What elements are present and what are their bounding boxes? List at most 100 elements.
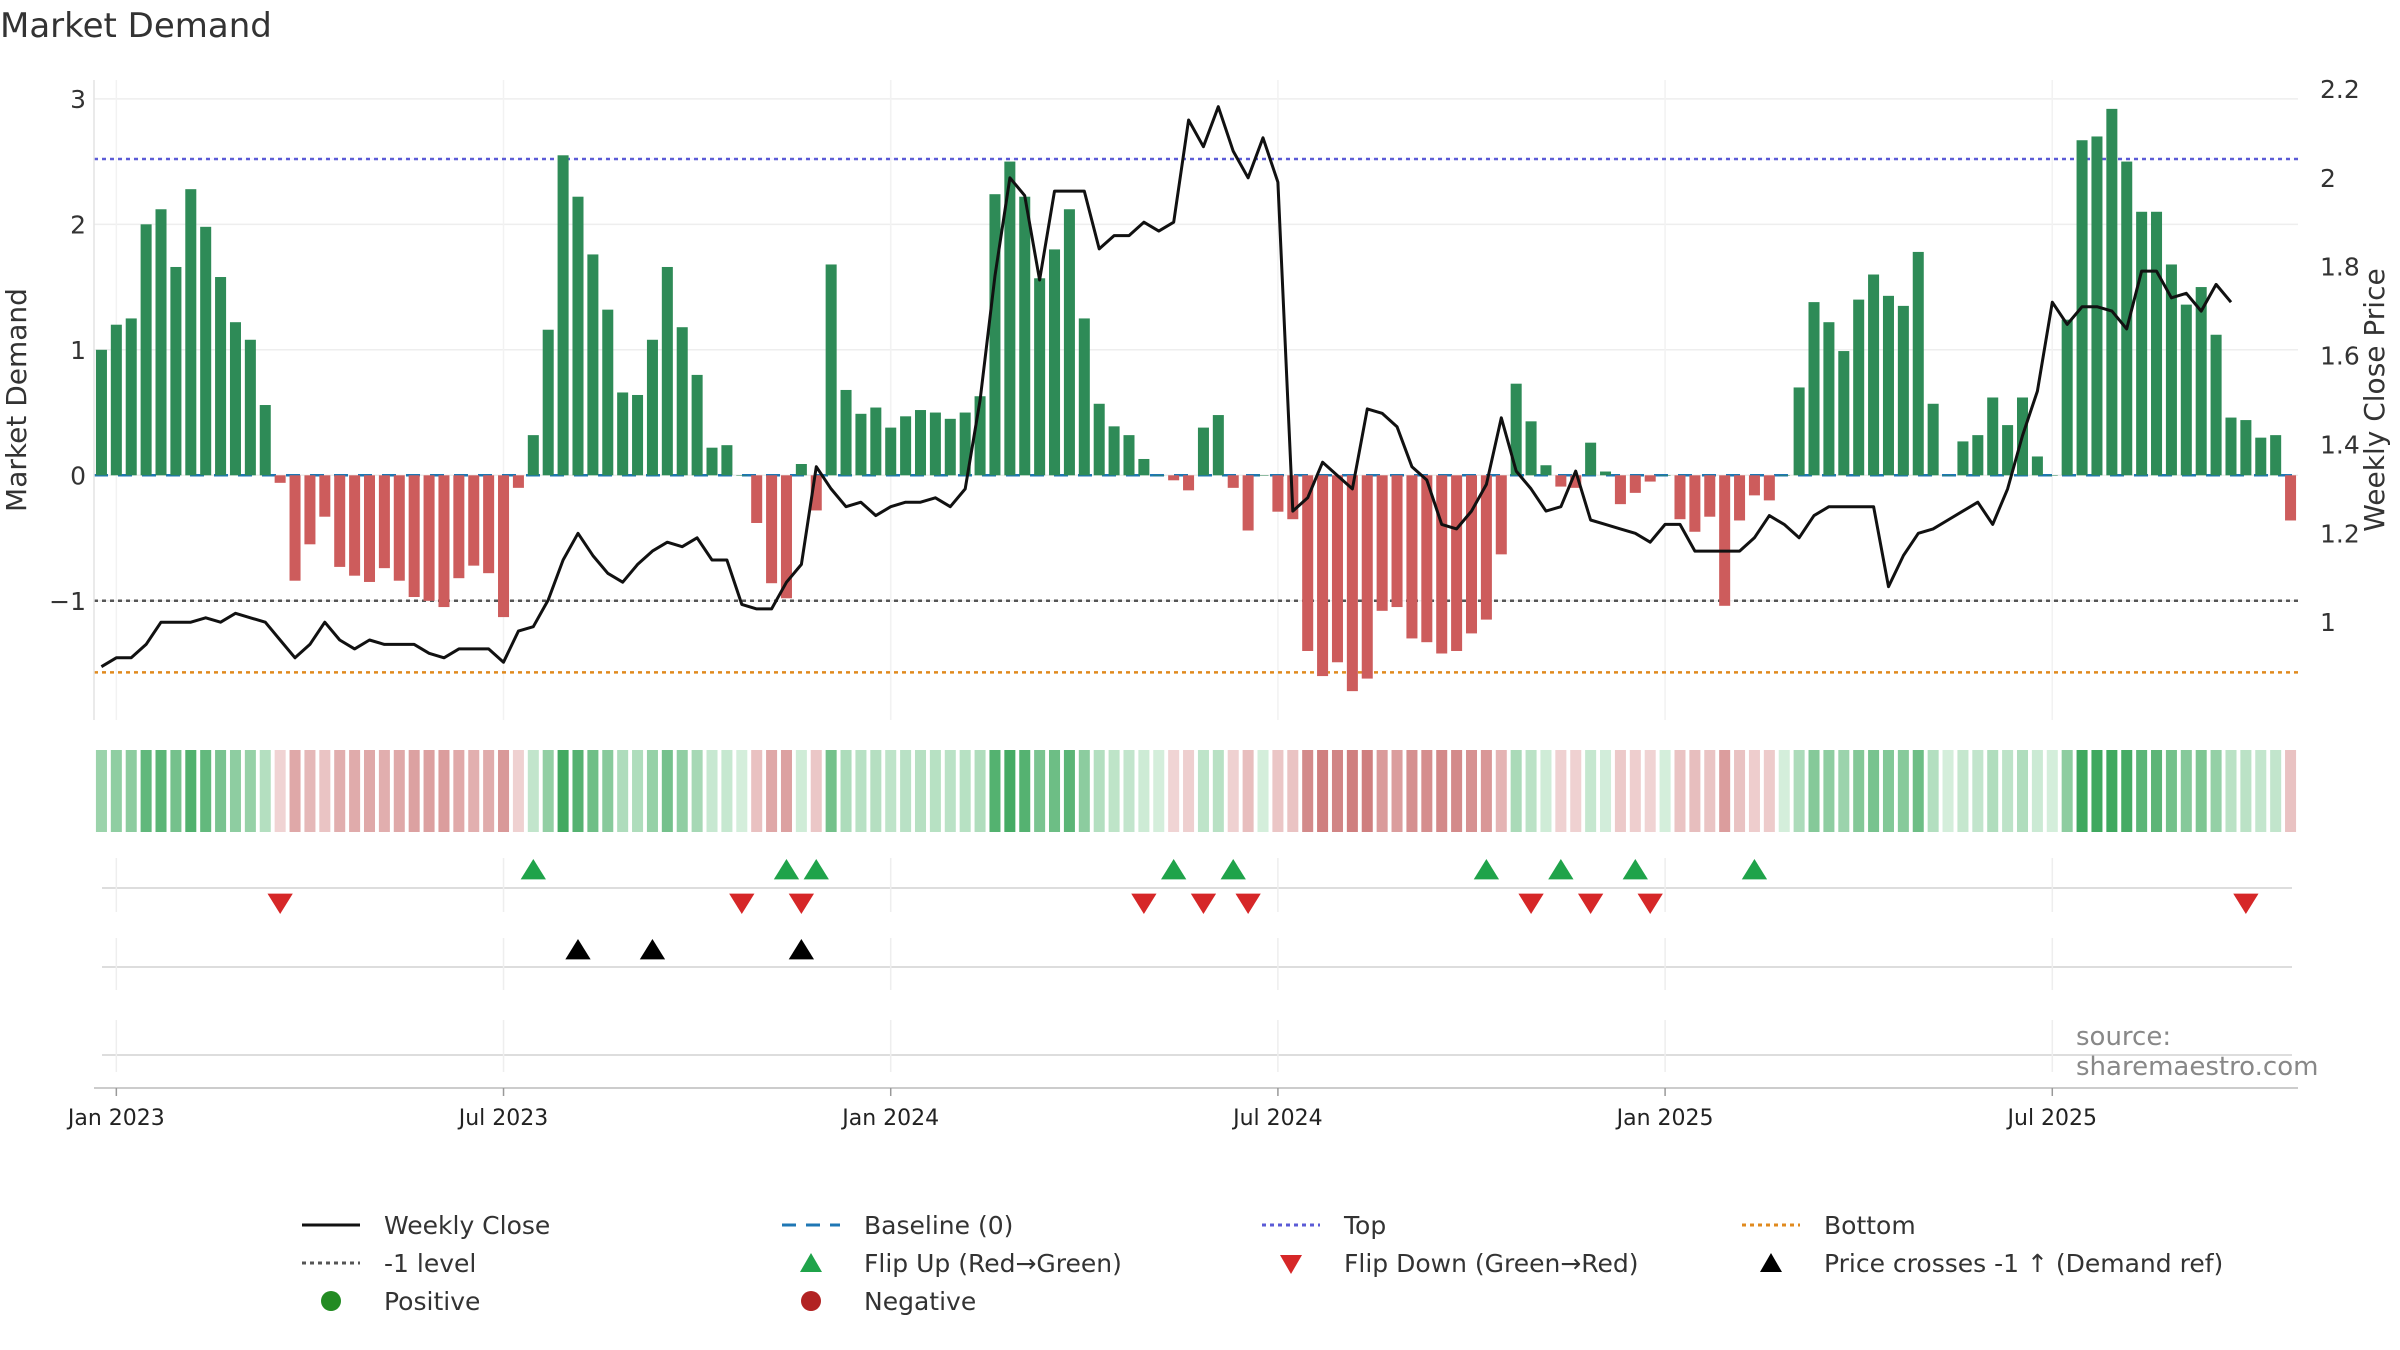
strip-cell — [1897, 750, 1909, 832]
demand-bar — [1049, 249, 1061, 476]
strip-cell — [259, 750, 271, 832]
demand-bar — [1183, 475, 1195, 491]
demand-bar — [900, 416, 912, 476]
strip-cell — [319, 750, 331, 832]
demand-bar — [1004, 161, 1016, 476]
strip-cell — [1302, 750, 1314, 832]
strip-cell — [1242, 750, 1254, 832]
strip-cell — [1882, 750, 1894, 832]
strip-cell — [2076, 750, 2088, 832]
strip-cell — [1212, 750, 1224, 832]
demand-bars — [95, 108, 2297, 692]
demand-bar — [483, 475, 495, 574]
x-tick-label: Jul 2023 — [457, 1106, 549, 1131]
strip-cell — [840, 750, 852, 832]
strip-cell — [974, 750, 986, 832]
legend-level-swatch — [302, 1261, 360, 1265]
legend-flip-up: Flip Up (Red→Green) — [780, 1248, 1260, 1278]
demand-bar — [349, 475, 361, 576]
legend-positive: Positive — [300, 1286, 780, 1316]
demand-bar — [304, 475, 316, 545]
demand-bar — [363, 475, 376, 582]
strip-cell — [1331, 750, 1343, 832]
y-tick-label: 1 — [70, 336, 86, 365]
strip-cell — [229, 750, 241, 832]
demand-bar — [527, 435, 539, 476]
strip-cell — [1227, 750, 1239, 832]
strip-cell — [557, 750, 569, 832]
strip-cell — [632, 750, 644, 832]
strip-cell — [1138, 750, 1150, 832]
legend-cross-label: Price crosses -1 ↑ (Demand ref) — [1824, 1248, 2224, 1278]
demand-bar — [1942, 475, 1954, 476]
demand-bar — [542, 329, 554, 476]
y-tick-label: 2 — [70, 210, 86, 239]
demand-bar — [1882, 295, 1894, 476]
strip-cell — [1868, 750, 1880, 832]
strip-cell — [1927, 750, 1939, 832]
strip-cell — [2165, 750, 2177, 832]
strip-cell — [125, 750, 137, 832]
demand-bar — [1421, 475, 1433, 643]
demand-bar — [944, 418, 956, 476]
strip-cell — [1197, 750, 1209, 832]
strip-cell — [1763, 750, 1775, 832]
demand-bar — [825, 264, 837, 476]
demand-bar — [795, 464, 807, 476]
flip-up-marker — [1161, 859, 1187, 880]
demand-bar — [780, 475, 792, 599]
strip-cell — [1123, 750, 1135, 832]
y-tick-label: −1 — [49, 587, 86, 616]
demand-bar — [602, 309, 614, 476]
y-tick-label: 0 — [70, 461, 86, 490]
strip-cell — [900, 750, 912, 832]
demand-bar — [2165, 264, 2177, 476]
demand-bar — [1793, 387, 1805, 476]
demand-bar — [170, 266, 182, 476]
demand-bar — [557, 155, 569, 476]
demand-bar — [1704, 475, 1716, 517]
strip-cell — [1406, 750, 1418, 832]
y2-tick-label: 1.8 — [2320, 253, 2360, 282]
strip-cell — [1391, 750, 1403, 832]
strip-cell — [1644, 750, 1656, 832]
demand-bar — [1034, 278, 1046, 476]
strip-cell — [617, 750, 629, 832]
strip-cell — [572, 750, 584, 832]
strip-cell — [721, 750, 733, 832]
flip-down-marker — [1637, 893, 1663, 914]
demand-bar — [1108, 426, 1120, 476]
strip-cell — [1019, 750, 1031, 832]
demand-bar — [1272, 475, 1284, 512]
demand-bar — [1629, 475, 1641, 493]
strip-cell — [185, 750, 197, 832]
strip-cell — [1823, 750, 1835, 832]
demand-bar — [438, 475, 450, 608]
demand-bar — [1659, 475, 1671, 476]
flip-down-marker — [1518, 893, 1544, 914]
strip-cell — [1600, 750, 1612, 832]
strip-cell — [527, 750, 539, 832]
strip-cell — [929, 750, 941, 832]
demand-bar — [125, 318, 137, 476]
demand-bar — [1748, 475, 1760, 496]
demand-bar — [2046, 475, 2058, 476]
demand-bar — [2285, 475, 2297, 521]
strip-cell — [795, 750, 807, 832]
strip-cell — [95, 750, 107, 832]
demand-bar — [1317, 475, 1329, 677]
strip-cell — [1838, 750, 1850, 832]
flip-down-marker — [1235, 893, 1261, 914]
strip-cell — [1317, 750, 1329, 832]
demand-bar — [1153, 475, 1165, 476]
strip-cell — [602, 750, 614, 832]
demand-bar — [1957, 441, 1969, 476]
demand-bar — [2210, 334, 2222, 476]
strip-cell — [1108, 750, 1120, 832]
strip-cell — [304, 750, 316, 832]
demand-bar — [1972, 435, 1984, 476]
demand-bar — [1465, 475, 1478, 634]
flip-up-marker — [1741, 859, 1768, 880]
demand-bar — [155, 209, 167, 476]
